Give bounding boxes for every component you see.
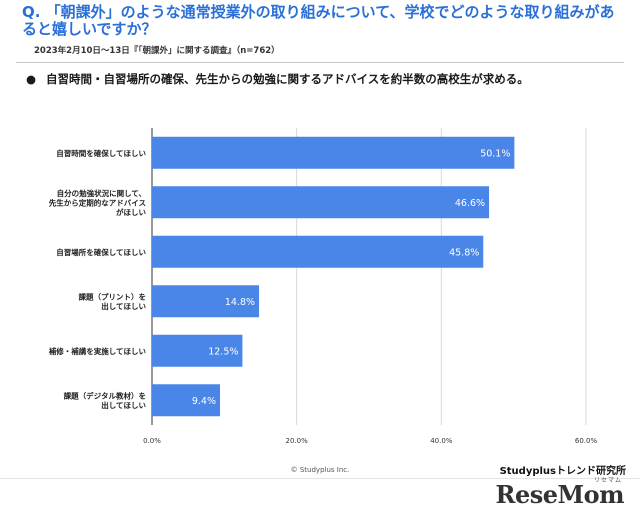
category-label: 自習場所を確保してほしい [56,247,146,257]
category-label: 自習時間を確保してほしい [56,148,146,158]
summary-text: ● 自習時間・自習場所の確保、先生からの勉強に関するアドバイスを約半数の高校生が求… [26,71,529,87]
bar [152,235,484,268]
bar [152,285,260,318]
data-label: 9.4% [192,396,216,407]
bar-chart: 0.0% 20.0% 40.0% 60.0% 50.1% 自習時間を確保してほしい 46.6… [48,128,598,445]
bar [152,186,490,219]
category-label: 課題（デジタル教材）を出してほしい [64,391,147,411]
category-label: 自分の勉強状況に関して、先生から定期的なアドバイスがほしい [49,188,147,217]
data-label: 46.6% [455,198,485,209]
survey-note: 2023年2月10日～13日『「朝課外」に関する調査』（n=762） [34,46,280,56]
bullet-icon: ● [26,72,37,86]
x-tick-label: 20.0% [286,437,309,445]
resemom-logo: ReseMom リセマム [495,477,625,509]
data-label: 50.1% [480,148,510,159]
brand-label: Studyplusトレンド研究所 [499,466,626,477]
category-label: 補修・補講を実施してほしい [48,346,147,356]
data-label: 12.5% [208,346,238,357]
divider [16,62,624,63]
x-tick-label: 60.0% [575,437,598,445]
bar [152,136,515,169]
copyright: © Studyplus Inc. [290,466,350,474]
category-label: 課題（プリント）を出してほしい [79,292,147,312]
summary-label: 自習時間・自習場所の確保、先生からの勉強に関するアドバイスを約半数の高校生が求め… [46,72,529,86]
x-tick-label: 0.0% [143,437,161,445]
question-title: Q. 「朝課外」のような通常授業外の取り組みについて、学校でどのような取り組みが… [22,3,615,38]
data-label: 45.8% [449,247,479,258]
data-label: 14.8% [225,297,255,308]
bar [152,384,220,417]
bar [152,334,243,367]
x-tick-label: 40.0% [430,437,453,445]
